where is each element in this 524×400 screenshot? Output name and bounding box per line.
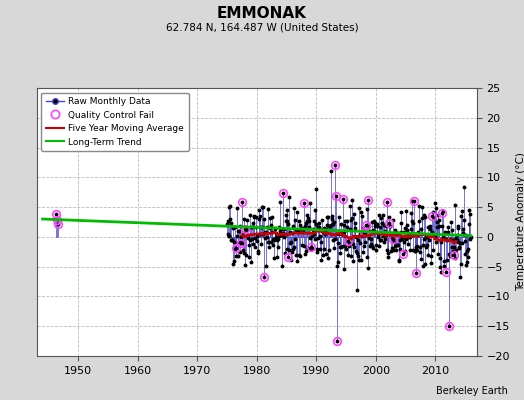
Text: EMMONAK: EMMONAK xyxy=(217,6,307,21)
Text: 62.784 N, 164.487 W (United States): 62.784 N, 164.487 W (United States) xyxy=(166,22,358,32)
Legend: Raw Monthly Data, Quality Control Fail, Five Year Moving Average, Long-Term Tren: Raw Monthly Data, Quality Control Fail, … xyxy=(41,92,189,151)
Text: Berkeley Earth: Berkeley Earth xyxy=(436,386,508,396)
Y-axis label: Temperature Anomaly (°C): Temperature Anomaly (°C) xyxy=(516,152,524,292)
